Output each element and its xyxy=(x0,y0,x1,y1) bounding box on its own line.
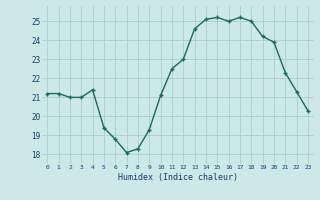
X-axis label: Humidex (Indice chaleur): Humidex (Indice chaleur) xyxy=(118,173,237,182)
